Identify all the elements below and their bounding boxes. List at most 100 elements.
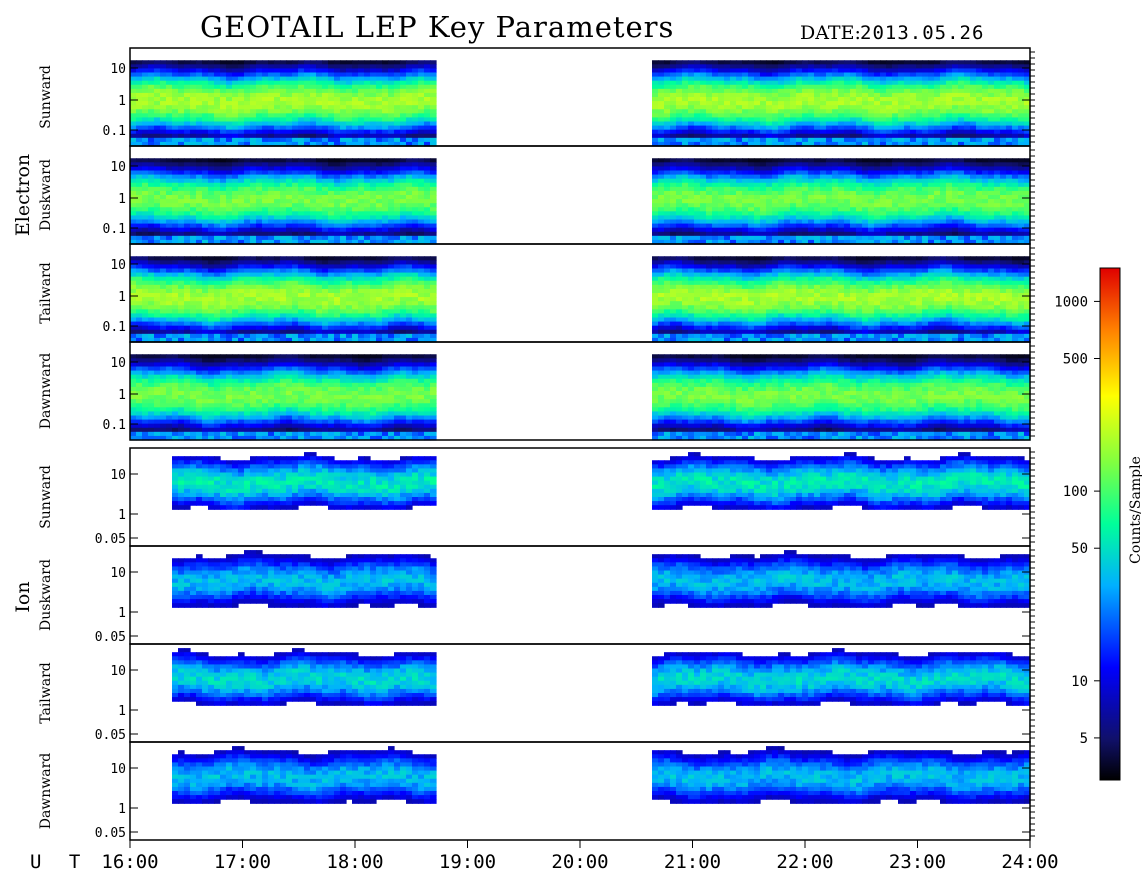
spectrogram-cell [886, 125, 893, 131]
spectrogram-cell [394, 203, 401, 208]
spectrogram-cell [898, 68, 905, 74]
spectrogram-cell [250, 105, 257, 110]
spectrogram-cell [814, 182, 821, 188]
spectrogram-cell [136, 97, 143, 102]
chart-title: GEOTAIL LEP Key Parameters [200, 10, 675, 44]
spectrogram-cell [742, 97, 749, 102]
spectrogram-cell [934, 162, 941, 168]
spectrogram-cell [220, 170, 227, 176]
spectrogram-cell [136, 276, 143, 282]
spectrogram-cell [850, 170, 857, 176]
spectrogram-cell [346, 84, 353, 90]
spectrogram-cell [322, 92, 329, 98]
spectrogram-cell [262, 219, 269, 225]
spectrogram-cell [838, 219, 845, 225]
spectrogram-cell [208, 219, 215, 225]
spectrogram-cell [760, 182, 767, 188]
spectrogram-cell [406, 170, 413, 176]
spectrogram-cell [754, 141, 761, 147]
spectrogram-cell [724, 92, 731, 98]
spectrogram-cell [250, 117, 257, 123]
spectrogram-cell [820, 211, 827, 217]
spectrogram-cell [958, 121, 965, 127]
spectrogram-cell [388, 195, 395, 200]
spectrogram-cell [148, 80, 155, 86]
spectrogram-cell [376, 203, 383, 208]
spectrogram-cell [664, 195, 671, 200]
spectrogram-cell [886, 211, 893, 217]
spectrogram-cell [328, 68, 335, 74]
spectrogram-cell [142, 325, 149, 331]
spectrogram-cell [202, 182, 209, 188]
spectrogram-cell [226, 64, 233, 70]
spectrogram-cell [166, 76, 173, 82]
spectrogram-cell [784, 190, 791, 196]
spectrogram-cell [772, 117, 779, 123]
spectrogram-cell [370, 227, 377, 233]
spectrogram-cell [310, 60, 317, 65]
spectrogram-cell [730, 190, 737, 196]
spectrogram-cell [352, 211, 359, 217]
spectrogram-cell [658, 105, 665, 110]
spectrogram-cell [262, 141, 269, 147]
spectrogram-cell [190, 166, 197, 172]
spectrogram-cell [850, 88, 857, 94]
spectrogram-cell [970, 174, 977, 180]
spectrogram-cell [274, 174, 281, 180]
spectrogram-cell [262, 227, 269, 233]
spectrogram-cell [916, 97, 923, 102]
spectrogram-cell [868, 199, 875, 204]
spectrogram-cell [220, 105, 227, 110]
spectrogram-cell [304, 195, 311, 200]
spectrogram-cell [898, 117, 905, 123]
spectrogram-cell [934, 182, 941, 188]
spectrogram-cell [922, 211, 929, 217]
spectrogram-cell [676, 199, 683, 204]
spectrogram-cell [244, 178, 251, 184]
spectrogram-cell [766, 166, 773, 172]
spectrogram-cell [988, 195, 995, 200]
spectrogram-cell [766, 182, 773, 188]
spectrogram-cell [406, 219, 413, 225]
spectrogram-cell [406, 203, 413, 208]
spectrogram-cell [1012, 84, 1019, 90]
spectrogram-cell [430, 207, 437, 212]
spectrogram-cell [850, 219, 857, 225]
spectrogram-cell [184, 219, 191, 225]
spectrogram-cell [166, 239, 173, 245]
spectrogram-cell [760, 133, 767, 139]
spectrogram-cell [958, 203, 965, 208]
spectrogram-cell [406, 182, 413, 188]
spectrogram-cell [352, 190, 359, 196]
spectrogram-cell [814, 178, 821, 184]
spectrogram-cell [316, 133, 323, 139]
spectrogram-cell [298, 170, 305, 176]
spectrogram-cell [424, 166, 431, 172]
spectrogram-cell [364, 88, 371, 94]
spectrogram-cell [178, 64, 185, 70]
spectrogram-cell [238, 117, 245, 123]
spectrogram-cell [184, 68, 191, 74]
spectrogram-cell [292, 219, 299, 225]
spectrogram-cell [988, 109, 995, 114]
spectrogram-cell [346, 72, 353, 78]
spectrogram-cell [1000, 101, 1007, 106]
spectrogram-cell [916, 141, 923, 147]
spectrogram-cell [730, 182, 737, 188]
spectrogram-cell [250, 215, 257, 221]
spectrogram-cell [670, 170, 677, 176]
spectrogram-cell [400, 223, 407, 229]
spectrogram-cell [430, 211, 437, 217]
spectrogram-cell [1000, 174, 1007, 180]
spectrogram-cell [304, 117, 311, 123]
spectrogram-cell [130, 190, 137, 196]
spectrogram-cell [970, 178, 977, 184]
spectrogram-cell [394, 182, 401, 188]
spectrogram-cell [172, 195, 179, 200]
spectrogram-cell [730, 64, 737, 70]
spectrogram-cell [898, 80, 905, 86]
spectrogram-cell [184, 109, 191, 114]
spectrogram-cell [808, 72, 815, 78]
spectrogram-cell [838, 88, 845, 94]
spectrogram-cell [730, 227, 737, 233]
